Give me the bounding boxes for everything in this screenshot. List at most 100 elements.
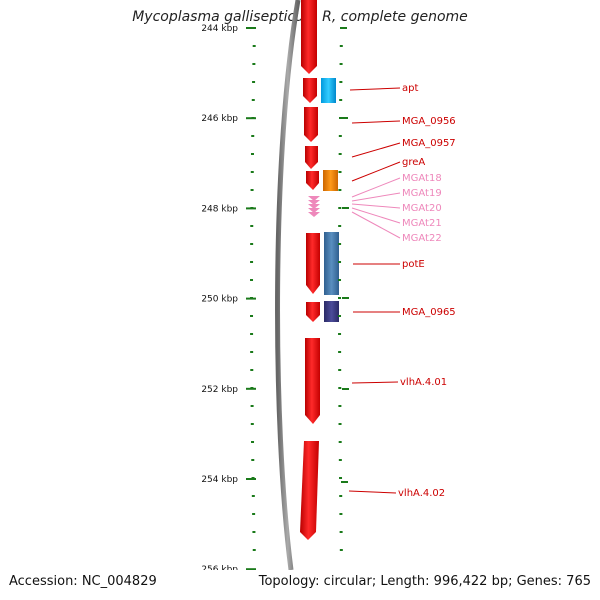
cds-arrow[interactable] — [305, 338, 320, 424]
genome-summary-text: Topology: circular; Length: 996,422 bp; … — [258, 574, 591, 589]
minor-tick-outer — [251, 99, 255, 101]
minor-tick-inner — [338, 333, 342, 335]
gene-label[interactable]: greA — [402, 157, 425, 168]
leader-lines — [348, 87, 401, 494]
minor-tick-outer — [250, 243, 254, 245]
genome-backbone — [275, 0, 301, 570]
leader-mgat18 — [351, 177, 401, 198]
cog-box-grea[interactable] — [323, 170, 338, 191]
gene-label[interactable]: vlhA.4.02 — [398, 488, 445, 499]
minor-tick-inner — [338, 351, 342, 353]
gene-label[interactable]: vlhA.4.01 — [400, 377, 447, 388]
cds-arrow[interactable] — [304, 107, 318, 142]
gene-label[interactable]: MGAt19 — [402, 188, 442, 199]
trna-arrow[interactable] — [308, 208, 320, 213]
minor-tick-outer — [252, 549, 256, 551]
minor-tick-outer — [250, 153, 254, 155]
minor-tick-outer — [252, 63, 256, 65]
scale-tick-label: 248 kbp — [201, 204, 238, 214]
gene-label[interactable]: MGAt21 — [402, 218, 442, 229]
leader-mgat20 — [351, 203, 401, 209]
leader-mgat22 — [351, 211, 401, 239]
minor-tick-inner — [338, 189, 342, 191]
leader-vlha402 — [348, 490, 397, 494]
gene-label[interactable]: MGA_0957 — [402, 138, 456, 149]
minor-tick-inner — [338, 225, 342, 227]
gene-labels: apt MGA_0956 MGA_0957 greA MGAt18 MGAt19… — [398, 83, 456, 499]
minor-tick-inner — [339, 99, 343, 101]
minor-tick-outer — [251, 135, 255, 137]
gene-label[interactable]: MGA_0956 — [402, 116, 456, 127]
cog-features — [321, 78, 339, 322]
minor-tick-inner — [339, 63, 343, 65]
minor-tick-outer — [250, 333, 254, 335]
trna-arrow[interactable] — [308, 200, 320, 205]
cds-arrow[interactable] — [300, 441, 319, 540]
genome-map: 244 kbp 246 kbp 248 kbp 250 kbp 252 kbp 254 k… — [201, 0, 456, 570]
minor-tick-outer — [250, 261, 254, 263]
minor-tick-inner — [338, 261, 342, 263]
cds-arrow[interactable] — [306, 233, 320, 294]
minor-tick-inner — [338, 171, 342, 173]
trna-arrow[interactable] — [308, 204, 320, 209]
cog-box-mga0965[interactable] — [324, 301, 339, 322]
leader-grea — [351, 161, 401, 182]
minor-tick-inner — [338, 459, 342, 461]
scale-tick-label: 244 kbp — [201, 24, 238, 34]
gene-label[interactable]: MGAt18 — [402, 173, 442, 184]
minor-tick-inner — [338, 153, 342, 155]
minor-tick-inner — [339, 549, 343, 551]
scale-tick-label: 256 kbp — [201, 565, 238, 570]
gene-label[interactable]: MGA_0965 — [402, 307, 456, 318]
gene-label[interactable]: MGAt22 — [402, 233, 442, 244]
minor-tick-inner — [338, 279, 342, 281]
cds-arrow[interactable] — [306, 171, 319, 190]
accession-text: Accession: NC_004829 — [9, 574, 157, 589]
gene-label[interactable]: MGAt20 — [402, 203, 442, 214]
cds-arrow[interactable] — [305, 146, 318, 169]
minor-tick-inner — [339, 45, 343, 47]
scale-tick-label: 250 kbp — [201, 295, 238, 305]
leader-mgat19 — [351, 192, 401, 202]
cog-box-pote[interactable] — [324, 232, 339, 295]
minor-tick-inner — [338, 405, 342, 407]
minor-tick-inner — [338, 315, 342, 317]
minor-tick-inner — [339, 495, 343, 497]
minor-tick-inner — [339, 81, 343, 83]
minor-tick-inner — [338, 387, 342, 389]
cds-arrow[interactable] — [303, 78, 317, 103]
leader-mga0957 — [351, 142, 401, 158]
cog-box-apt[interactable] — [321, 78, 336, 103]
minor-tick-outer — [252, 531, 256, 533]
minor-tick-outer — [252, 81, 256, 83]
minor-tick-outer — [250, 351, 254, 353]
trna-arrow[interactable] — [308, 196, 320, 201]
minor-tick-inner — [338, 243, 342, 245]
minor-tick-outer — [250, 369, 254, 371]
gene-label[interactable]: potE — [402, 259, 425, 270]
leader-mgat21 — [351, 207, 401, 224]
minor-tick-inner — [338, 423, 342, 425]
cds-arrow[interactable] — [306, 302, 320, 322]
minor-tick-outer — [250, 171, 254, 173]
cds-arrow[interactable] — [301, 0, 317, 74]
minor-tick-outer — [250, 405, 254, 407]
scale-tick-label: 252 kbp — [201, 385, 238, 395]
minor-tick-outer — [252, 45, 256, 47]
minor-tick-inner — [339, 513, 343, 515]
gene-label[interactable]: apt — [402, 83, 418, 94]
trna-features — [308, 196, 320, 217]
minor-tick-inner — [338, 369, 342, 371]
minor-tick-inner — [338, 441, 342, 443]
minor-tick-outer — [251, 459, 255, 461]
minor-tick-inner — [338, 207, 342, 209]
leader-apt — [349, 87, 401, 91]
minor-tick-outer — [250, 225, 254, 227]
minor-tick-outer — [250, 279, 254, 281]
minor-tick-inner — [339, 531, 343, 533]
trna-arrow[interactable] — [308, 212, 320, 217]
cds-features — [300, 0, 320, 540]
minor-tick-outer — [252, 513, 256, 515]
minor-tick-outer — [251, 441, 255, 443]
inner-scale-ticks — [341, 27, 349, 483]
